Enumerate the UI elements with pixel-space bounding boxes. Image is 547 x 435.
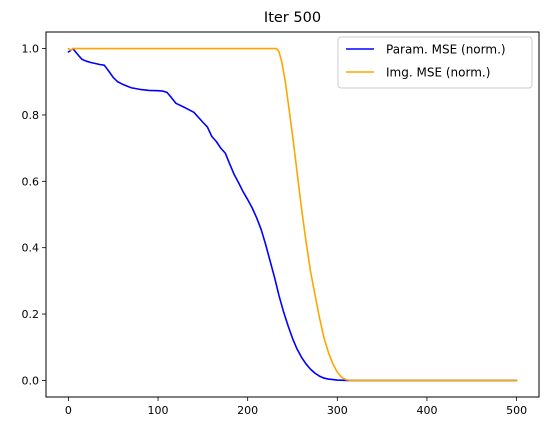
y-tick-label: 0.0 xyxy=(22,374,40,387)
chart-title: Iter 500 xyxy=(264,10,321,26)
x-axis: 0 100 200 300 400 500 xyxy=(65,397,527,417)
axes-frame xyxy=(45,31,540,398)
x-tick-label: 400 xyxy=(416,404,437,417)
series-line-img-mse-norm xyxy=(67,47,518,382)
x-tick-label: 0 xyxy=(65,404,72,417)
y-tick-label: 0.8 xyxy=(22,109,40,122)
series-line-param-mse-norm xyxy=(67,47,518,382)
y-tick-label: 0.4 xyxy=(22,242,40,255)
legend-label-img-mse: Img. MSE (norm.) xyxy=(386,66,490,80)
y-tick-label: 0.6 xyxy=(22,175,40,188)
y-tick-label: 0.2 xyxy=(22,308,40,321)
x-tick-label: 100 xyxy=(148,404,169,417)
legend: Param. MSE (norm.) Img. MSE (norm.) xyxy=(337,36,533,89)
legend-label-param-mse: Param. MSE (norm.) xyxy=(386,43,506,57)
series-layer xyxy=(67,47,518,382)
x-tick-label: 200 xyxy=(237,404,258,417)
x-tick-label: 500 xyxy=(506,404,527,417)
y-tick-label: 1.0 xyxy=(22,43,40,56)
y-axis: 0.0 0.2 0.4 0.6 0.8 1.0 xyxy=(22,43,46,387)
legend-box xyxy=(337,36,533,89)
x-tick-label: 300 xyxy=(327,404,348,417)
